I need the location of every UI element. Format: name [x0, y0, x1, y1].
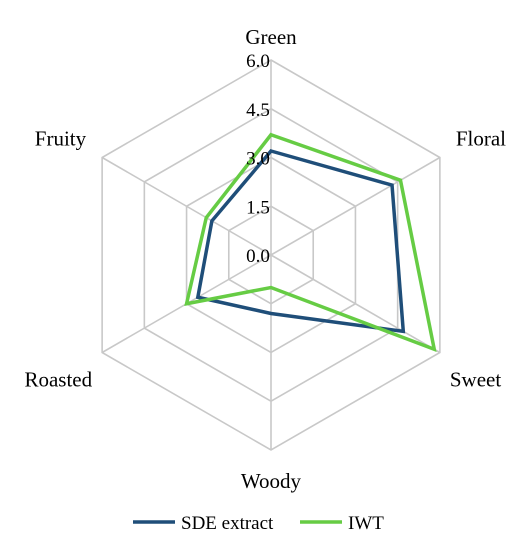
axis-label-floral: Floral — [456, 127, 506, 151]
radial-tick-labels: 0.0 1.5 3.0 4.5 6.0 — [246, 51, 270, 267]
series-line-1 — [184, 132, 437, 353]
series-line-0 — [195, 149, 406, 334]
axis-labels: Green Floral Sweet Woody Roasted Fruity — [24, 25, 506, 493]
grid-spoke — [101, 156, 272, 256]
axis-label-green: Green — [245, 25, 297, 49]
axis-label-roasted: Roasted — [24, 368, 92, 392]
radar-grid — [101, 59, 441, 451]
axis-label-woody: Woody — [241, 469, 302, 493]
tick-label: 0.0 — [246, 246, 270, 267]
legend: SDE extract IWT — [133, 513, 384, 534]
grid-spoke — [270, 254, 441, 354]
tick-label: 1.5 — [246, 197, 270, 218]
legend-label-0: SDE extract — [181, 513, 274, 534]
grid-spoke — [270, 156, 441, 256]
tick-label: 6.0 — [246, 51, 270, 72]
radar-series — [184, 132, 437, 353]
axis-label-sweet: Sweet — [450, 368, 501, 392]
axis-label-fruity: Fruity — [35, 127, 87, 151]
tick-label: 4.5 — [246, 100, 270, 121]
legend-label-1: IWT — [348, 513, 384, 534]
tick-label: 3.0 — [246, 149, 270, 170]
